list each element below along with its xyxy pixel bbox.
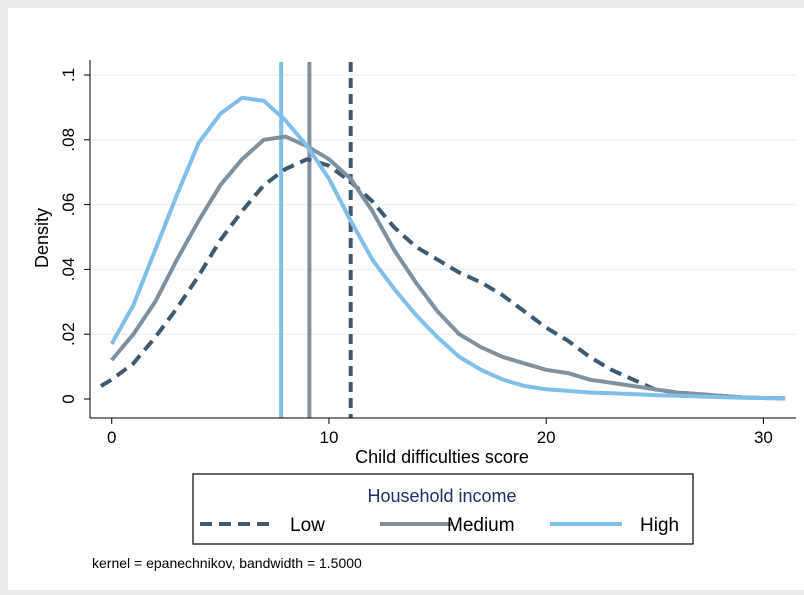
y-tick-label: .08 [59, 128, 78, 152]
series-line-medium [110, 134, 786, 401]
legend-title: Household income [367, 486, 516, 506]
legend: Household income Low Medium High [192, 473, 694, 545]
x-tick-label: 0 [107, 428, 116, 447]
y-tick-label: 0 [59, 394, 78, 403]
series-line-high [109, 95, 786, 401]
legend-label-low: Low [290, 515, 325, 536]
legend-label-high: High [640, 515, 679, 536]
axes: 0 .02 .04 .06 .08 .1 0 10 20 30 [59, 60, 796, 447]
x-tick-label: 30 [754, 428, 773, 447]
legend-label-medium: Medium [447, 515, 515, 536]
x-axis-label: Child difficulties score [355, 447, 529, 467]
x-tick-label: 10 [319, 428, 338, 447]
y-tick-label: .02 [59, 322, 78, 346]
series-lines [99, 95, 786, 401]
reference-lines [279, 62, 353, 418]
y-tick-label: .06 [59, 193, 78, 217]
y-tick-label: .04 [59, 258, 78, 282]
y-axis-label: Density [32, 208, 52, 268]
kernel-note: kernel = epanechnikov, bandwidth = 1.500… [92, 555, 362, 571]
y-tick-label: .1 [59, 68, 78, 82]
x-tick-label: 20 [537, 428, 556, 447]
legend-box [192, 473, 694, 545]
